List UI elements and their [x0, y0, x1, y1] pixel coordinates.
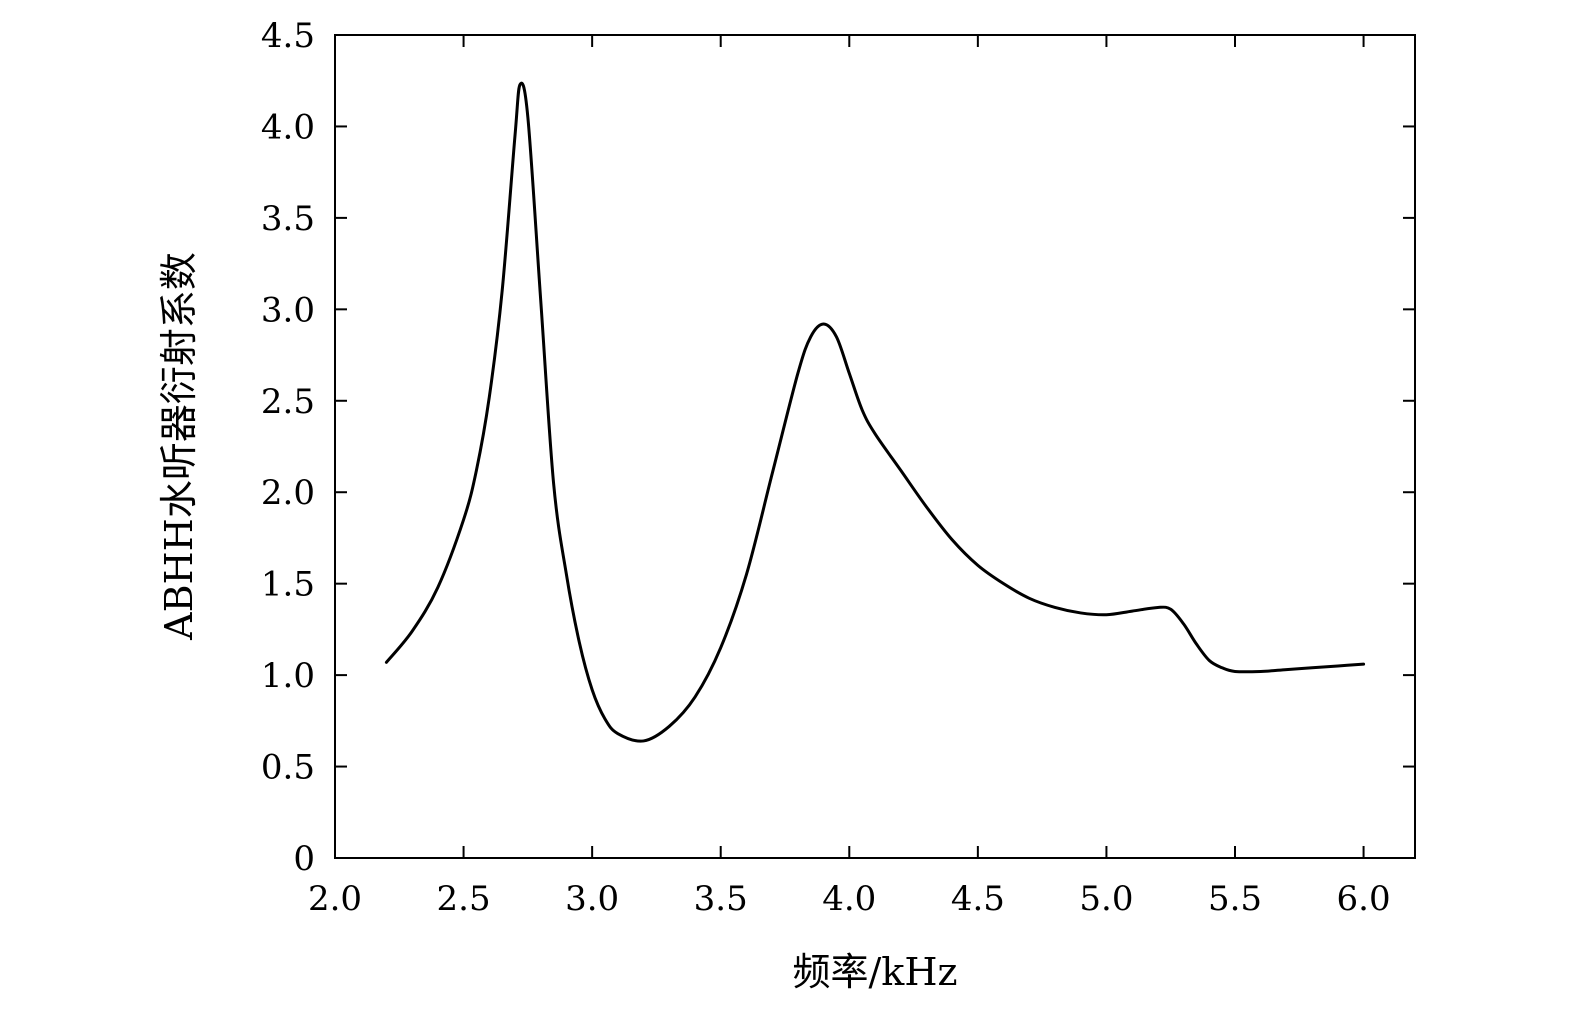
series-line [384, 81, 1366, 743]
y-tick-label: 2.5 [261, 382, 315, 422]
plot-frame [334, 34, 1416, 859]
x-tick-label: 6.0 [1337, 879, 1391, 919]
y-tick-label: 1.5 [261, 565, 315, 605]
y-axis: 0 0.5 1.0 1.5 2.0 2.5 3.0 3.5 4.0 4.5 [261, 16, 1415, 879]
y-tick-label: 4.0 [261, 107, 315, 147]
y-tick-label: 0.5 [261, 748, 315, 788]
x-tick-label: 5.5 [1208, 879, 1262, 919]
x-axis: 2.0 2.5 3.0 3.5 4.0 4.5 5.0 5.5 6.0 [308, 35, 1391, 919]
x-tick-label: 2.5 [437, 879, 491, 919]
y-tick-label: 4.5 [261, 16, 315, 56]
x-axis-title: 频率/kHz [793, 950, 958, 994]
x-tick-label: 3.5 [694, 879, 748, 919]
x-tick-label: 5.0 [1079, 879, 1133, 919]
y-tick-label: 2.0 [261, 473, 315, 513]
x-tick-label: 4.5 [951, 879, 1005, 919]
y-tick-label: 0 [293, 839, 315, 879]
x-tick-label: 2.0 [308, 879, 362, 919]
y-axis-title: ABHH水听器衍射系数 [157, 252, 201, 641]
y-tick-label: 1.0 [261, 656, 315, 696]
x-tick-label: 4.0 [822, 879, 876, 919]
y-tick-label: 3.5 [261, 199, 315, 239]
y-tick-label: 3.0 [261, 290, 315, 330]
x-tick-label: 3.0 [565, 879, 619, 919]
